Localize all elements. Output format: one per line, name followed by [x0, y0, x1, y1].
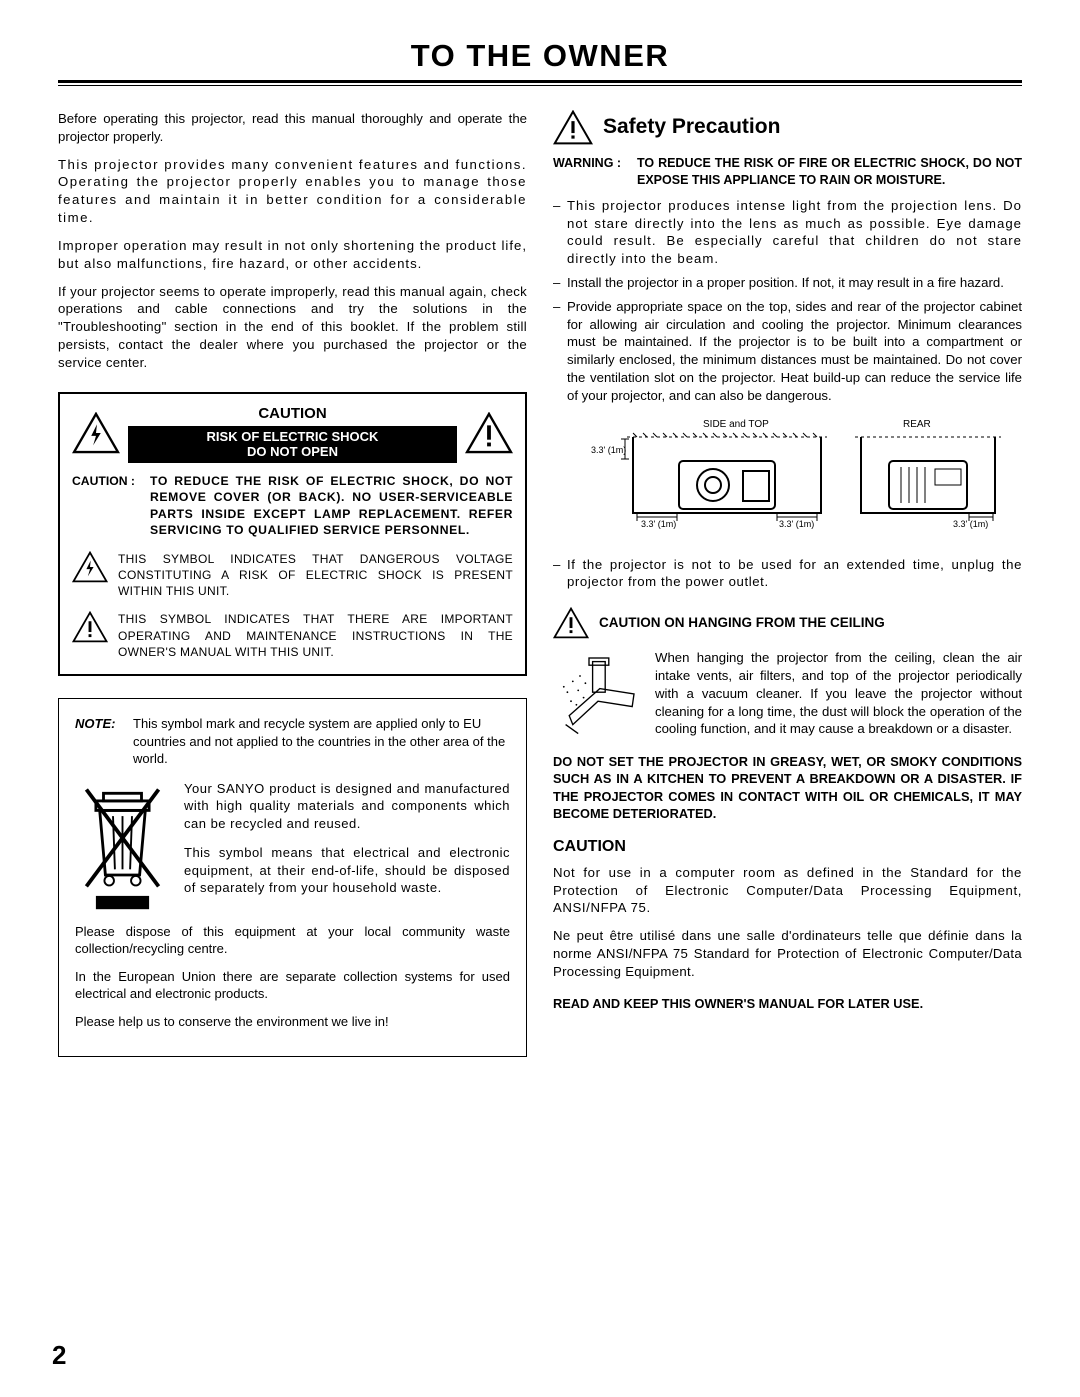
caution-box: CAUTION RISK OF ELECTRIC SHOCK DO NOT OP…	[58, 392, 527, 676]
note-text: This symbol mark and recycle system are …	[133, 715, 510, 768]
weee-bin-icon	[75, 780, 170, 913]
caution-body: CAUTION : TO REDUCE THE RISK OF ELECTRIC…	[72, 473, 513, 539]
warning-body: TO REDUCE THE RISK OF FIRE OR ELECTRIC S…	[637, 155, 1022, 189]
risk-line1: RISK OF ELECTRIC SHOCK	[207, 429, 379, 444]
risk-line2: DO NOT OPEN	[247, 444, 338, 459]
intro-p4: If your projector seems to operate impro…	[58, 283, 527, 372]
caution-subheading: CAUTION	[553, 836, 1022, 858]
svg-text:3.3' (1m): 3.3' (1m)	[953, 519, 988, 529]
computer-room-p2: Ne peut être utilisé dans une salle d'or…	[553, 927, 1022, 980]
svg-text:3.3' (1m): 3.3' (1m)	[591, 445, 626, 455]
recycle-p3: Please dispose of this equipment at your…	[75, 923, 510, 958]
warning-icon	[72, 611, 108, 643]
risk-label: RISK OF ELECTRIC SHOCK DO NOT OPEN	[128, 426, 457, 463]
right-column: Safety Precaution WARNING : TO REDUCE TH…	[553, 110, 1022, 1057]
warning-icon	[553, 607, 589, 639]
electric-shock-icon	[72, 551, 108, 583]
symbol-text-2: THIS SYMBOL INDICATES THAT THERE ARE IMP…	[118, 611, 513, 660]
note-lead: NOTE: This symbol mark and recycle syste…	[75, 715, 510, 768]
warning-lead: WARNING :	[553, 155, 631, 189]
recycle-p5: Please help us to conserve the environme…	[75, 1013, 510, 1031]
safety-heading: Safety Precaution	[553, 110, 1022, 145]
recycle-note-box: NOTE: This symbol mark and recycle syste…	[58, 698, 527, 1057]
recycle-text: Your SANYO product is designed and manuf…	[184, 780, 510, 913]
symbol-text-1: THIS SYMBOL INDICATES THAT DANGEROUS VOL…	[118, 551, 513, 600]
warning-icon	[465, 412, 513, 454]
safety-list-2: If the projector is not to be used for a…	[553, 556, 1022, 592]
caution-body-text: TO REDUCE THE RISK OF ELECTRIC SHOCK, DO…	[150, 473, 513, 539]
caution-label: CAUTION	[128, 404, 457, 424]
symbol-row-2: THIS SYMBOL INDICATES THAT THERE ARE IMP…	[72, 611, 513, 660]
electric-shock-icon	[72, 412, 120, 454]
page-number: 2	[52, 1340, 66, 1371]
computer-room-p1: Not for use in a computer room as define…	[553, 864, 1022, 917]
safety-item-1: This projector produces intense light fr…	[553, 197, 1022, 268]
safety-item-2: Install the projector in a proper positi…	[553, 274, 1022, 292]
caution-header: CAUTION RISK OF ELECTRIC SHOCK DO NOT OP…	[72, 404, 513, 463]
clearance-diagram: SIDE and TOP REAR	[583, 415, 1003, 545]
svg-text:3.3' (1m): 3.3' (1m)	[641, 519, 676, 529]
title-rule-thick	[58, 80, 1022, 83]
symbol-row-1: THIS SYMBOL INDICATES THAT DANGEROUS VOL…	[72, 551, 513, 600]
ceiling-heading: CAUTION ON HANGING FROM THE CEILING	[553, 607, 1022, 639]
ceiling-vacuum-icon	[553, 649, 643, 739]
ceiling-row: When hanging the projector from the ceil…	[553, 649, 1022, 739]
intro-p2: This projector provides many convenient …	[58, 156, 527, 227]
warning-row: WARNING : TO REDUCE THE RISK OF FIRE OR …	[553, 155, 1022, 189]
safety-item-4: If the projector is not to be used for a…	[553, 556, 1022, 592]
svg-text:3.3' (1m): 3.3' (1m)	[779, 519, 814, 529]
recycle-p1: Your SANYO product is designed and manuf…	[184, 780, 510, 833]
note-label: NOTE:	[75, 715, 125, 768]
content-columns: Before operating this projector, read th…	[58, 110, 1022, 1057]
safety-list: This projector produces intense light fr…	[553, 197, 1022, 405]
recycle-p2: This symbol means that electrical and el…	[184, 844, 510, 897]
ceiling-title: CAUTION ON HANGING FROM THE CEILING	[599, 614, 885, 632]
ceiling-text: When hanging the projector from the ceil…	[655, 649, 1022, 739]
title-rule-thin	[58, 85, 1022, 86]
left-column: Before operating this projector, read th…	[58, 110, 527, 1057]
intro-p3: Improper operation may result in not onl…	[58, 237, 527, 273]
rear-label: REAR	[903, 419, 931, 430]
intro-p1: Before operating this projector, read th…	[58, 110, 527, 146]
safety-item-3: Provide appropriate space on the top, si…	[553, 298, 1022, 405]
recycle-row: Your SANYO product is designed and manuf…	[75, 780, 510, 913]
side-top-label: SIDE and TOP	[703, 419, 769, 430]
page-title: TO THE OWNER	[58, 38, 1022, 80]
recycle-p4: In the European Union there are separate…	[75, 968, 510, 1003]
bold-warning-1: DO NOT SET THE PROJECTOR IN GREASY, WET,…	[553, 753, 1022, 822]
caution-header-text: CAUTION RISK OF ELECTRIC SHOCK DO NOT OP…	[128, 404, 457, 463]
safety-title: Safety Precaution	[603, 113, 780, 141]
bold-warning-2: READ AND KEEP THIS OWNER'S MANUAL FOR LA…	[553, 995, 1022, 1012]
caution-body-lead: CAUTION :	[72, 473, 144, 539]
warning-icon	[553, 110, 593, 145]
